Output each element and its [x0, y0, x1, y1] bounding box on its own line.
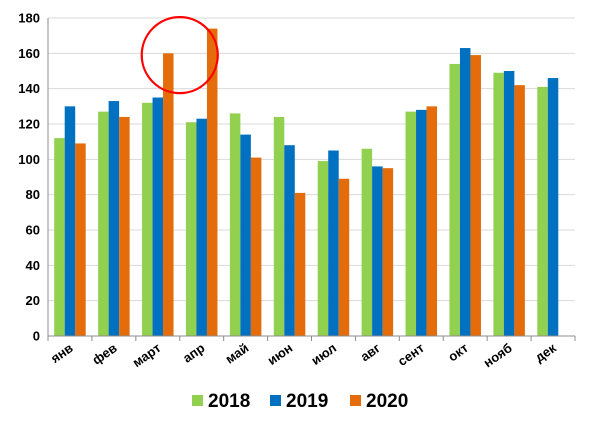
bar-2020-нояб [514, 85, 525, 336]
y-tick-label: 0 [33, 329, 40, 344]
y-tick-label: 140 [18, 81, 40, 96]
bar-2018-авг [361, 148, 373, 336]
bar-2018-янв [54, 138, 65, 336]
y-tick-label: 120 [18, 117, 40, 132]
axes [47, 18, 576, 341]
y-tick-label: 160 [18, 46, 40, 61]
bar-2019-май [240, 134, 251, 336]
bar-2018-май [229, 113, 241, 337]
x-tick-label: авг [358, 340, 384, 364]
x-tick-label: сент [395, 340, 427, 369]
bar-2018-дек [537, 86, 548, 337]
bar-2018-нояб [493, 72, 504, 337]
x-tick-label: фев [89, 340, 119, 367]
x-tick-label: апр [180, 340, 208, 366]
highlight-circle [140, 15, 219, 95]
x-tick-label: дек [532, 340, 559, 365]
y-tick-label: 40 [26, 258, 40, 273]
y-tick-label: 180 [18, 11, 40, 26]
legend-label-2019: 2019 [286, 391, 328, 412]
legend-swatch-2019 [270, 395, 281, 406]
bar-2019-март [152, 97, 164, 336]
y-tick-label: 80 [26, 187, 40, 202]
legend-label-2018: 2018 [208, 391, 250, 412]
bar-2019-янв [64, 106, 76, 336]
legend: 2018 2019 2020 [192, 391, 408, 412]
bar-2020-март [163, 53, 174, 336]
bar-2020-апр [206, 28, 218, 336]
bar-2018-март [142, 102, 153, 336]
bar-2020-янв [75, 143, 86, 336]
y-tick-label: 100 [18, 152, 40, 167]
bar-2018-июн [273, 116, 285, 336]
y-tick-label: 60 [26, 223, 40, 238]
bar-2018-сент [405, 111, 417, 336]
legend-swatch-2018 [192, 395, 203, 406]
bar-2019-фев [108, 101, 120, 337]
bar-2018-окт [449, 63, 460, 336]
bar-2019-нояб [503, 71, 515, 336]
bar-2018-фев [98, 111, 109, 336]
x-tick-label: янв [48, 340, 76, 366]
x-tick-label: нояб [481, 340, 515, 370]
x-tick-labels: янв фев март апр май июн июл авг сент окт нояб дек [48, 340, 559, 371]
x-tick-label: июн [265, 340, 296, 368]
bar-2019-апр [196, 118, 207, 336]
legend-swatch-2020 [350, 395, 361, 406]
bar-2020-окт [470, 55, 481, 336]
legend-label-2020: 2020 [366, 391, 408, 412]
bar-2020-авг [382, 168, 394, 336]
bar-2020-сент [426, 106, 438, 336]
gridlines [48, 17, 575, 302]
x-tick-label: окт [445, 340, 471, 364]
bar-2019-авг [372, 166, 383, 336]
x-tick-label: июл [308, 340, 339, 368]
x-tick-label: март [130, 340, 164, 370]
bar-2020-фев [119, 116, 130, 336]
bar-2019-июн [284, 145, 295, 336]
bar-2018-апр [185, 122, 197, 336]
bars [54, 28, 559, 337]
bar-2019-дек [547, 78, 559, 337]
y-tick-labels: 0 20 40 60 80 100 120 140 160 180 [18, 11, 40, 344]
x-tick-label: май [223, 340, 252, 366]
y-tick-label: 20 [26, 293, 40, 308]
bar-2020-май [250, 157, 262, 336]
bar-2020-июн [294, 192, 306, 336]
bar-2019-сент [416, 109, 427, 336]
annotation [140, 15, 219, 95]
bar-2018-июл [317, 161, 329, 336]
bar-2019-окт [459, 48, 471, 337]
bar-2019-июл [328, 150, 339, 336]
bar-2020-июл [338, 178, 350, 336]
